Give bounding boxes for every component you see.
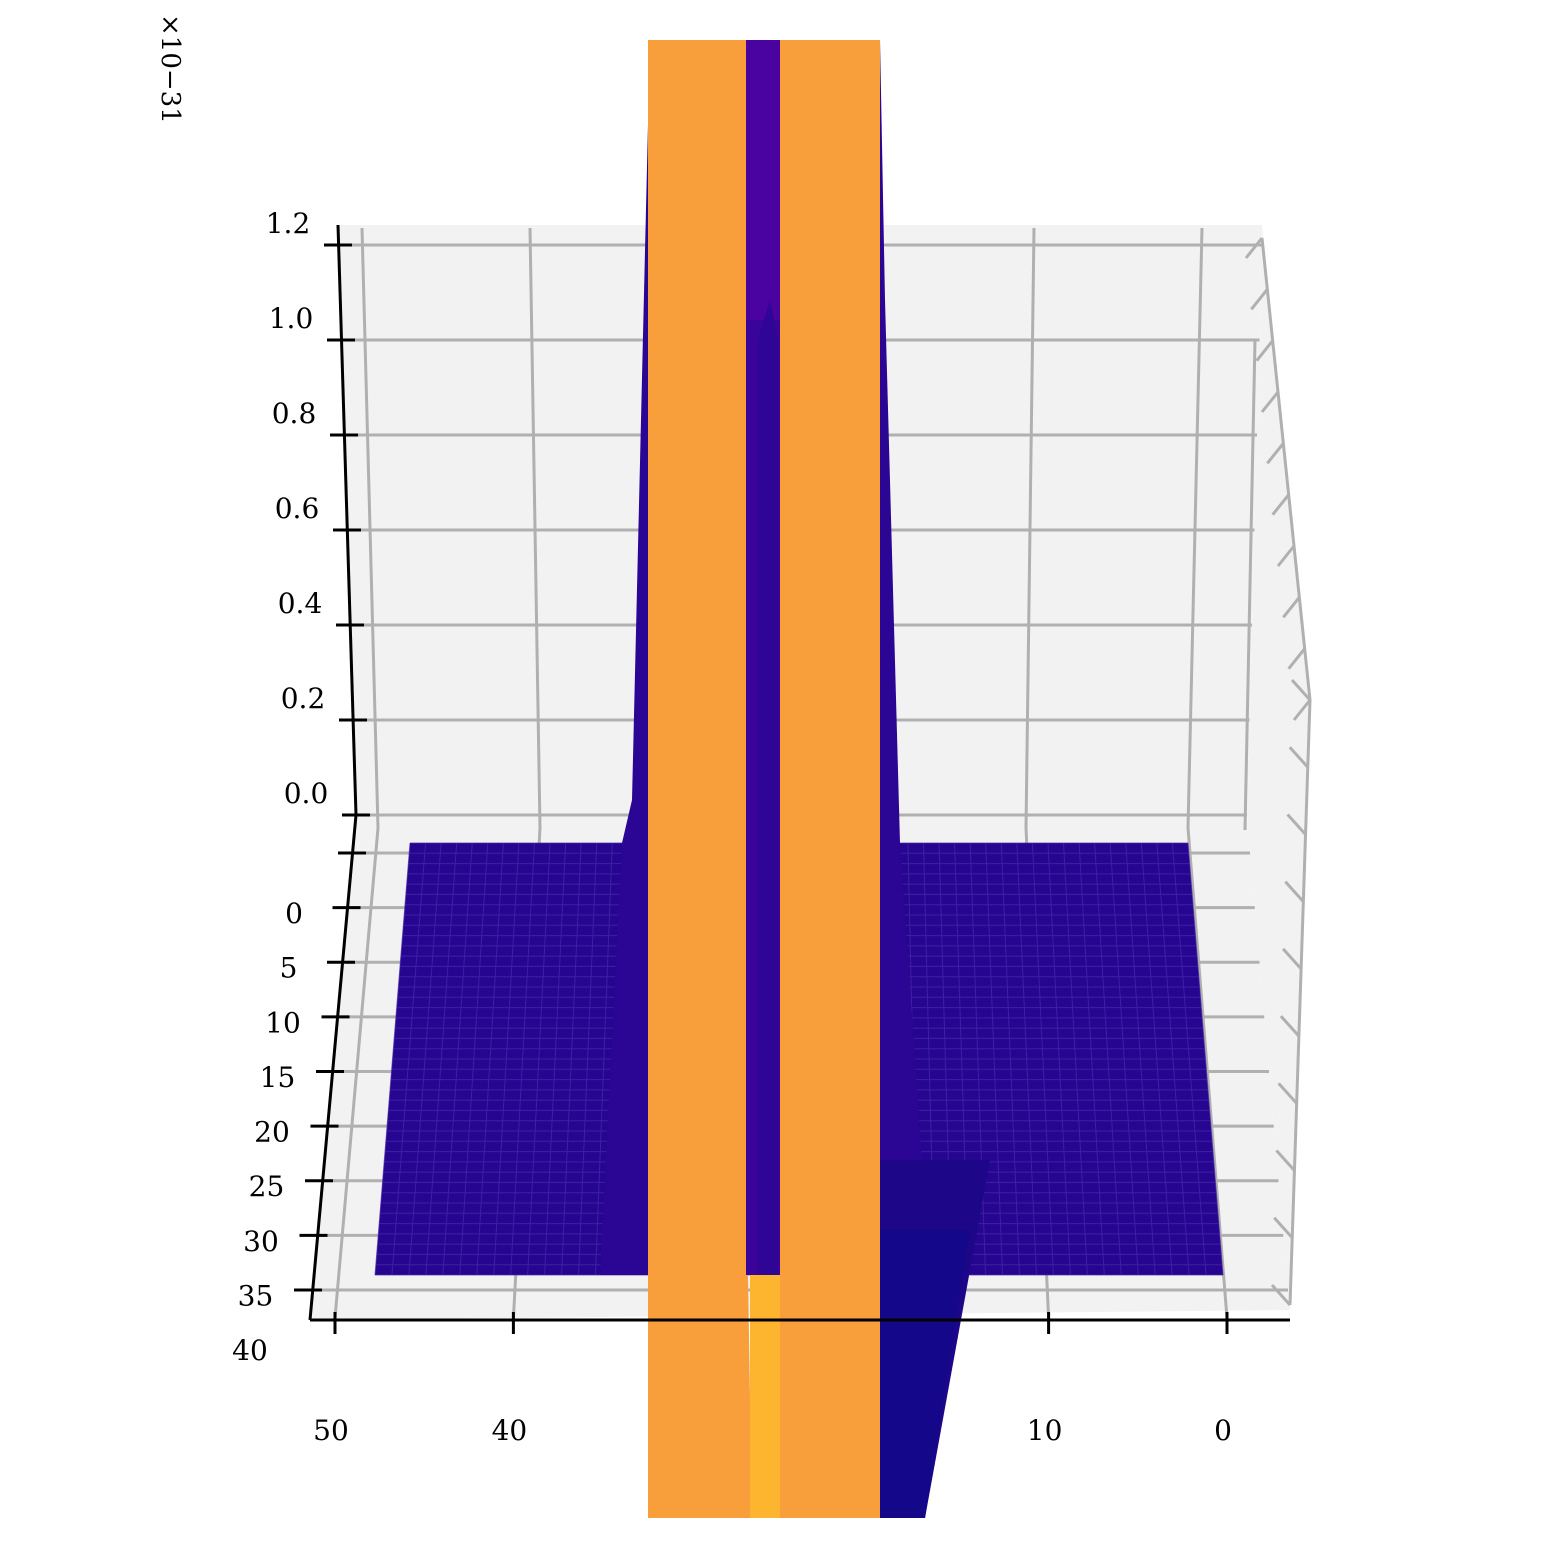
mesh-col xyxy=(1000,842,1020,1276)
mesh-col xyxy=(527,842,551,1276)
z-tick-label: 1.0 xyxy=(269,302,314,335)
y-axis-ticks: 0 5 10 15 20 25 30 35 40 xyxy=(232,851,366,1367)
y-tick-label: 5 xyxy=(280,952,298,985)
right-rib xyxy=(1275,1149,1296,1172)
mesh-col xyxy=(1171,842,1207,1276)
inner-ridge xyxy=(758,300,778,1275)
z-multiplier-label: ×10−31 xyxy=(155,14,185,124)
right-pane xyxy=(1247,225,1310,1310)
floor-vertical-gridline xyxy=(333,827,380,1319)
right-rib xyxy=(1290,678,1312,702)
peak-core-top xyxy=(746,40,782,320)
right-rib xyxy=(1287,647,1306,670)
back-vertical-gridline xyxy=(360,227,380,829)
y-tick-label: 40 xyxy=(232,1334,268,1367)
peak-band-right xyxy=(780,40,880,1518)
mesh-col xyxy=(1109,842,1139,1276)
mesh-col xyxy=(1047,842,1071,1276)
right-rib xyxy=(1271,493,1290,516)
mesh-col xyxy=(425,842,458,1276)
y-tick-label: 15 xyxy=(260,1061,296,1094)
right-rib xyxy=(1286,813,1307,836)
right-pane-edge xyxy=(1260,237,1312,1306)
mesh-col xyxy=(1156,842,1190,1276)
z-tick-label: 0.0 xyxy=(284,777,329,810)
peak-right-flank xyxy=(880,40,930,1275)
z-tick-label: 1.2 xyxy=(266,207,311,240)
mesh-col xyxy=(1078,842,1105,1276)
mesh-col xyxy=(1031,842,1054,1276)
z-axis-line xyxy=(336,224,358,816)
right-pane-inner xyxy=(1243,339,1257,831)
mesh-col xyxy=(493,842,520,1276)
right-rib xyxy=(1255,339,1274,362)
right-rib xyxy=(1292,699,1312,721)
back-vertical-gridline xyxy=(1186,227,1204,829)
peak-band-left-foot xyxy=(648,1275,752,1518)
right-rib xyxy=(1277,1082,1298,1105)
mesh-col xyxy=(969,842,987,1276)
mesh-col xyxy=(1094,842,1122,1276)
right-rib xyxy=(1282,596,1301,619)
y-tick-label: 10 xyxy=(265,1006,301,1039)
mesh-col xyxy=(561,842,582,1276)
y-tick-label: 25 xyxy=(249,1170,285,1203)
mesh-col xyxy=(1187,842,1224,1276)
x-tick-label: 50 xyxy=(313,1414,349,1447)
mesh-col xyxy=(1016,842,1037,1276)
mesh-col xyxy=(578,842,598,1276)
right-rib xyxy=(1279,1015,1301,1038)
peak-band-left xyxy=(648,40,748,1518)
x-tick-label: 0 xyxy=(1214,1414,1232,1447)
right-grid xyxy=(1243,237,1312,1307)
x-axis-ticks: 50 40 10 0 xyxy=(313,1312,1232,1447)
right-rib xyxy=(1270,1283,1292,1307)
mesh-col xyxy=(442,842,473,1276)
y-tick-label: 35 xyxy=(238,1279,274,1312)
z-tick-label: 0.6 xyxy=(275,492,320,525)
floor-vertical-gridline xyxy=(1186,827,1229,1319)
right-rib xyxy=(1284,880,1305,903)
y-tick-label: 0 xyxy=(285,897,303,930)
mesh-col xyxy=(459,842,489,1276)
peak-left-flank xyxy=(600,40,650,1275)
z-tick-label: 0.2 xyxy=(281,682,326,715)
mesh-col xyxy=(374,842,411,1276)
z-axis-ticks: 0.0 0.2 0.4 0.6 0.8 1.0 1.2 xyxy=(266,207,370,817)
peak-front-dark xyxy=(880,1230,970,1518)
right-rib xyxy=(1260,391,1280,413)
right-rib xyxy=(1276,545,1296,567)
peak-core-foot xyxy=(750,1275,782,1518)
right-rib xyxy=(1281,947,1303,970)
mesh-col xyxy=(1063,842,1088,1276)
back-vertical-gridline xyxy=(1024,227,1036,829)
mesh-col xyxy=(1140,842,1173,1276)
back-vertical-gridline xyxy=(528,227,542,829)
right-rib xyxy=(1250,288,1269,311)
mesh-col xyxy=(391,842,427,1276)
right-rib xyxy=(1266,442,1285,465)
mesh-col xyxy=(476,842,504,1276)
y-tick-label: 20 xyxy=(254,1116,290,1149)
mesh-col xyxy=(510,842,535,1276)
x-tick-label: 40 xyxy=(492,1414,528,1447)
right-rib xyxy=(1244,237,1264,259)
y-tick-label: 30 xyxy=(243,1225,279,1258)
mesh-col xyxy=(1125,842,1156,1276)
x-tick-label: 10 xyxy=(1027,1414,1063,1447)
mesh-col xyxy=(985,842,1004,1276)
right-rib xyxy=(1288,746,1309,769)
right-rib xyxy=(1273,1216,1294,1239)
z-tick-label: 0.8 xyxy=(272,397,317,430)
z-tick-label: 0.4 xyxy=(278,587,323,620)
mesh-col xyxy=(408,842,442,1276)
mesh-col xyxy=(544,842,567,1276)
mesh-col xyxy=(594,842,613,1276)
